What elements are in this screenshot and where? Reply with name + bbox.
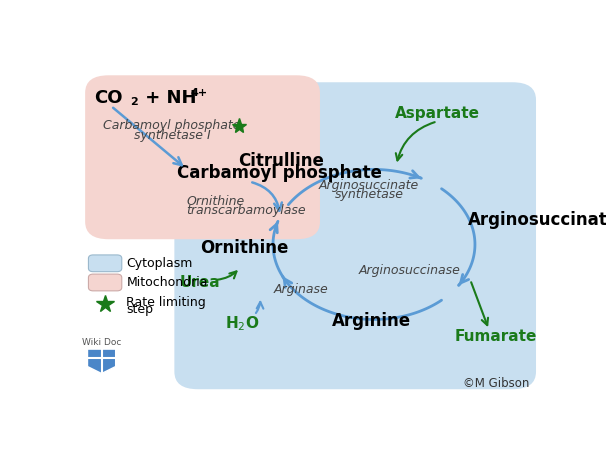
Text: H$_2$O: H$_2$O — [225, 314, 260, 333]
Text: 2: 2 — [130, 97, 138, 107]
Text: Citrulline: Citrulline — [238, 152, 324, 170]
Text: Fumarate: Fumarate — [455, 329, 538, 344]
Text: Cytoplasm: Cytoplasm — [127, 257, 193, 270]
Text: Wiki Doc: Wiki Doc — [82, 337, 121, 347]
Text: Arginosuccinate: Arginosuccinate — [319, 178, 419, 192]
Text: Aspartate: Aspartate — [395, 106, 480, 121]
FancyBboxPatch shape — [85, 75, 320, 239]
Text: Arginosuccinate: Arginosuccinate — [468, 211, 606, 229]
Text: Mitochondria: Mitochondria — [127, 276, 208, 289]
FancyBboxPatch shape — [88, 274, 122, 291]
Text: Arginase: Arginase — [274, 283, 328, 296]
Text: Rate limiting: Rate limiting — [127, 295, 206, 308]
Text: Ornithine: Ornithine — [186, 195, 244, 208]
Text: step: step — [127, 303, 153, 316]
Text: synthetase: synthetase — [335, 188, 404, 201]
Text: Carbamoyl phosphate: Carbamoyl phosphate — [103, 120, 241, 132]
FancyBboxPatch shape — [175, 82, 536, 389]
Text: Arginine: Arginine — [331, 312, 411, 330]
Text: synthetase I: synthetase I — [134, 129, 210, 142]
Text: Arginosuccinase: Arginosuccinase — [358, 264, 460, 277]
Text: transcarbamoylase: transcarbamoylase — [186, 204, 306, 217]
Text: 4+: 4+ — [191, 88, 208, 98]
Polygon shape — [87, 349, 116, 374]
Text: Ornithine: Ornithine — [200, 239, 288, 257]
Text: Urea: Urea — [180, 275, 221, 290]
Text: Carbamoyl phosphate: Carbamoyl phosphate — [177, 164, 382, 182]
Text: ©M Gibson: ©M Gibson — [462, 377, 529, 390]
FancyBboxPatch shape — [88, 255, 122, 272]
Text: CO: CO — [95, 89, 123, 107]
Text: + NH: + NH — [139, 89, 197, 107]
